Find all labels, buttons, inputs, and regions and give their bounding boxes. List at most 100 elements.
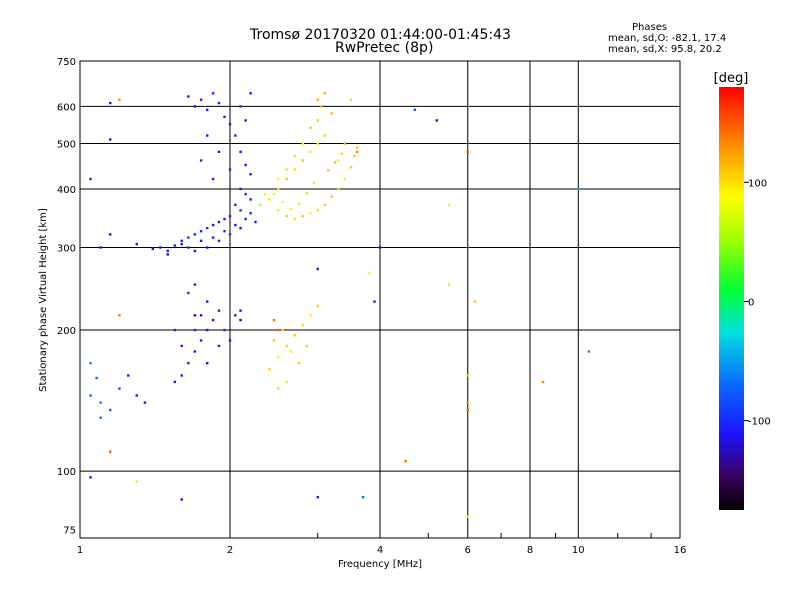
- echo-point: [135, 394, 138, 397]
- echo-point: [173, 244, 177, 247]
- echo-point: [187, 361, 190, 365]
- echo-point: [217, 344, 221, 348]
- echo-point: [309, 212, 312, 215]
- echo-point: [118, 387, 121, 390]
- echo-point: [447, 283, 451, 286]
- echo-point: [135, 242, 138, 246]
- echo-point: [244, 192, 247, 196]
- echo-point: [211, 236, 215, 239]
- y-tick-label: 750: [57, 57, 76, 68]
- echo-point: [277, 209, 280, 212]
- echo-point: [109, 408, 112, 412]
- echo-point: [205, 300, 209, 303]
- phase-stats-x: mean, sd,X: 95.8, 20.2: [608, 44, 722, 55]
- echo-point: [89, 394, 92, 397]
- echo-point: [367, 271, 371, 274]
- echo-point: [228, 339, 232, 342]
- colorbar-unit-label: [deg]: [714, 71, 749, 86]
- echo-point: [193, 350, 197, 353]
- phase-stats-o: mean, sd,O: -82.1, 17.4: [608, 33, 727, 44]
- echo-point: [587, 350, 591, 353]
- echo-point: [466, 515, 469, 518]
- echo-point: [217, 239, 221, 243]
- echo-point: [297, 202, 301, 205]
- echo-point: [205, 361, 209, 365]
- echo-point: [285, 168, 288, 171]
- echo-point: [301, 142, 305, 145]
- echo-point: [109, 101, 112, 105]
- echo-point: [249, 212, 252, 215]
- echo-point: [199, 230, 203, 233]
- echo-point: [99, 246, 102, 249]
- chart-title: Tromsø 20170320 01:44:00-01:45:43: [250, 27, 511, 43]
- echo-point: [151, 247, 155, 251]
- echo-point: [355, 146, 359, 149]
- echo-point: [337, 187, 340, 191]
- echo-point: [404, 460, 407, 463]
- echo-point: [333, 161, 337, 164]
- echo-point: [373, 300, 376, 303]
- echo-point: [277, 177, 280, 181]
- echo-point: [272, 339, 276, 342]
- echo-point: [89, 361, 92, 365]
- echo-point: [378, 246, 382, 249]
- colorbar-ticks: 100 0 -100: [744, 178, 771, 428]
- echo-point: [199, 239, 203, 243]
- echo-point: [309, 150, 312, 154]
- echo-point: [361, 495, 365, 499]
- echo-point: [254, 220, 257, 224]
- echo-point: [118, 314, 121, 317]
- echo-point: [217, 150, 221, 154]
- echo-point: [234, 223, 237, 227]
- echo-point: [244, 217, 247, 221]
- echo-point: [135, 480, 138, 483]
- echo-point: [285, 214, 288, 218]
- echo-point: [173, 380, 177, 384]
- echo-point: [277, 387, 280, 390]
- y-tick-label: 200: [57, 326, 76, 337]
- echo-point: [234, 203, 237, 207]
- echo-point: [166, 253, 169, 256]
- echo-point: [301, 214, 305, 218]
- echo-point: [180, 242, 183, 246]
- echo-point: [89, 177, 92, 181]
- echo-point: [473, 300, 477, 303]
- echo-point: [316, 209, 319, 212]
- echo-point: [316, 304, 319, 308]
- echo-point: [466, 401, 469, 404]
- echo-point: [228, 233, 232, 236]
- echo-point: [355, 150, 359, 154]
- echo-point: [239, 209, 242, 212]
- echo-point: [143, 401, 147, 404]
- echo-point: [285, 380, 288, 384]
- echo-point: [285, 177, 288, 181]
- x-axis-label: Frequency [MHz]: [338, 559, 422, 570]
- echo-point: [109, 138, 112, 141]
- echo-point: [99, 401, 102, 404]
- echo-point: [349, 98, 353, 101]
- echo-point: [193, 233, 197, 236]
- echo-point: [187, 236, 190, 239]
- echo-point: [337, 159, 340, 162]
- echo-point: [211, 177, 215, 181]
- echo-point: [193, 314, 197, 317]
- y-tick-label: 300: [57, 244, 76, 255]
- echo-point: [277, 328, 280, 332]
- echo-point: [180, 498, 183, 501]
- echo-point: [330, 195, 333, 198]
- plot-frame: [79, 60, 681, 539]
- echo-point: [466, 408, 469, 412]
- echo-point: [316, 495, 319, 499]
- echo-point: [217, 101, 221, 105]
- echo-point: [352, 154, 356, 158]
- y-tick-label: 400: [57, 185, 76, 196]
- echo-point: [277, 187, 280, 191]
- echo-point: [244, 119, 247, 122]
- echo-point: [330, 112, 333, 115]
- echo-point: [447, 203, 451, 207]
- echo-point: [268, 368, 271, 371]
- echo-point: [272, 318, 276, 322]
- echo-point: [239, 150, 242, 154]
- echo-point: [193, 105, 197, 108]
